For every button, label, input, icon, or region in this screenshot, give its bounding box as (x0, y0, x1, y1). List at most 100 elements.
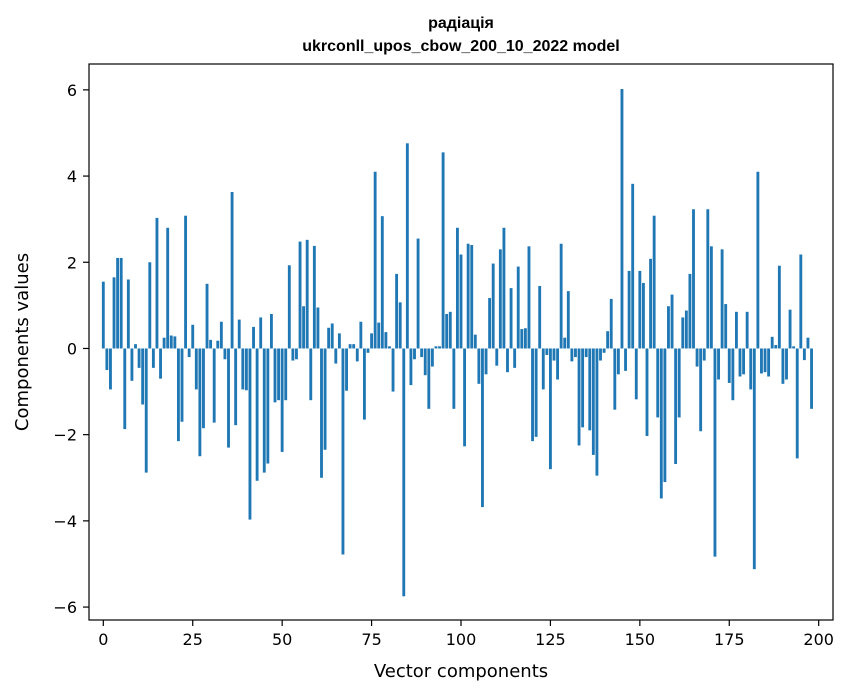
bar (692, 209, 695, 349)
bar (388, 346, 391, 349)
bar (459, 254, 463, 349)
bar (352, 344, 356, 349)
bar (602, 348, 606, 353)
bar (266, 348, 270, 464)
y-tick-label: 0 (67, 339, 77, 358)
bar (502, 227, 506, 349)
bar (366, 348, 370, 353)
bar (455, 227, 459, 349)
bar (298, 241, 302, 349)
bar (595, 348, 599, 476)
bar (434, 346, 438, 349)
bar (402, 348, 406, 597)
bar (141, 348, 145, 405)
bar (112, 277, 116, 349)
bar (520, 329, 524, 349)
bar (420, 348, 424, 358)
bar (734, 311, 738, 349)
bar (230, 192, 234, 349)
bar (377, 322, 381, 349)
bar (359, 321, 363, 349)
x-tick-label: 200 (803, 630, 834, 649)
bar (452, 348, 456, 409)
x-tick-label: 100 (446, 630, 477, 649)
bar (584, 348, 588, 358)
bar (337, 333, 341, 349)
bar (312, 245, 316, 349)
bar (667, 306, 670, 349)
bar (534, 348, 538, 437)
bar (187, 348, 191, 358)
bar (545, 348, 549, 355)
bar (752, 348, 756, 570)
bar (706, 209, 710, 349)
bar (413, 348, 416, 360)
bar-series (101, 89, 813, 597)
bar (606, 331, 610, 349)
bar (488, 298, 492, 349)
bar (538, 285, 542, 349)
bar (481, 348, 484, 508)
x-tick-label: 50 (272, 630, 292, 649)
bar (137, 348, 141, 368)
bar (320, 348, 323, 478)
bar (373, 171, 377, 349)
bar (405, 143, 409, 349)
bar (423, 348, 427, 376)
bar (634, 348, 638, 400)
bar (244, 348, 248, 391)
bar (194, 348, 198, 390)
bar (781, 348, 785, 384)
y-tick-label: 4 (67, 167, 77, 186)
bar (180, 348, 184, 422)
bar (327, 327, 331, 349)
bar (295, 348, 298, 360)
bar (624, 348, 627, 371)
bar (556, 348, 560, 380)
bar (548, 348, 552, 470)
bar (495, 348, 499, 366)
y-tick-label: −4 (53, 512, 77, 531)
bar (767, 348, 771, 377)
bar (806, 337, 810, 349)
bar (738, 348, 742, 377)
bar (663, 348, 667, 483)
bar (717, 348, 720, 380)
bar (101, 281, 105, 349)
bar (162, 337, 166, 349)
bar (463, 348, 467, 447)
bar (305, 239, 309, 349)
chart-subtitle: ukrconll_upos_cbow_200_10_2022 model (302, 38, 619, 55)
bar (506, 348, 509, 373)
bar (441, 152, 445, 349)
bar (237, 319, 241, 349)
bar (774, 345, 778, 349)
bar (302, 306, 306, 349)
bar (760, 348, 763, 374)
bar (277, 348, 281, 401)
bar (810, 348, 813, 409)
bar (427, 348, 431, 409)
bar (724, 304, 728, 349)
bar (430, 348, 434, 367)
y-tick-label: −6 (53, 598, 77, 617)
bar (613, 348, 617, 410)
x-axis-ticks: 0 25 50 75 100 125 150 175 200 (98, 620, 834, 649)
bar (212, 348, 216, 423)
bar (684, 310, 688, 349)
bar (581, 348, 585, 428)
bar (638, 270, 642, 349)
bar (749, 348, 753, 390)
bar (173, 336, 177, 349)
bar (269, 313, 273, 349)
bar (309, 348, 313, 401)
bar (166, 227, 170, 349)
bar (345, 348, 348, 391)
bar (588, 348, 592, 431)
bar (792, 346, 796, 349)
bar (466, 243, 470, 349)
bar (284, 348, 288, 401)
bar (681, 317, 685, 349)
